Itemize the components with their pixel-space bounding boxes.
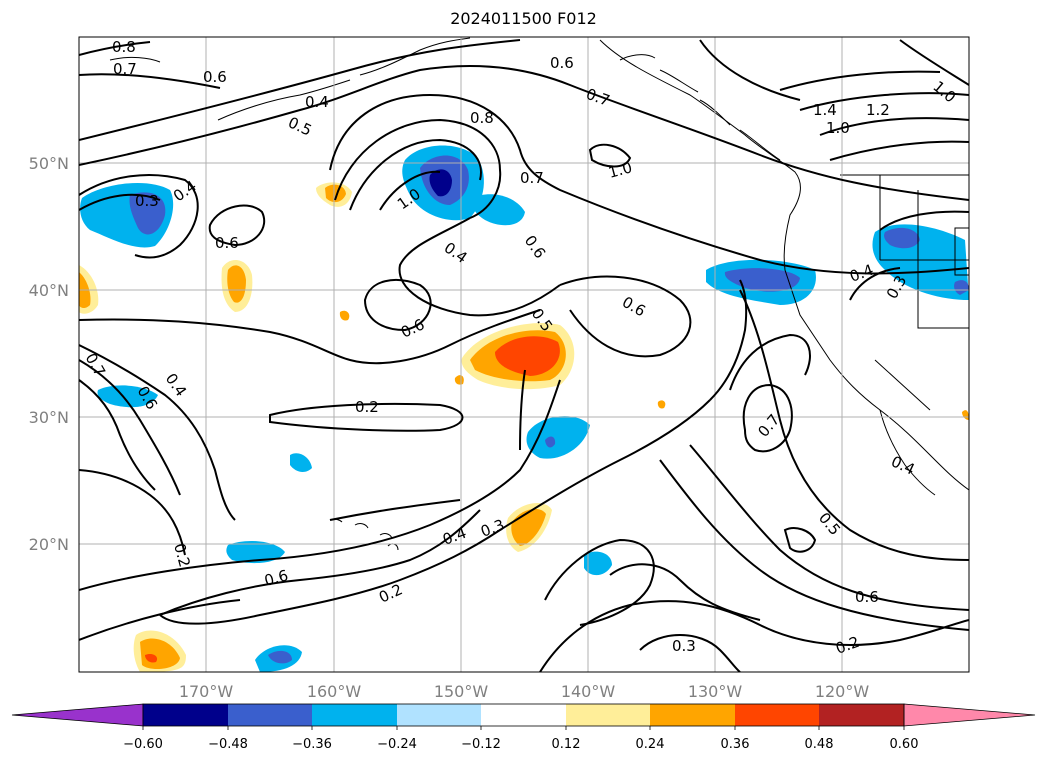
contour-label: 0.2 [833,633,862,658]
contour-label: 0.4 [305,93,329,111]
contour-label: 0.8 [112,38,136,56]
gridlines [79,37,969,672]
contour-label: 0.7 [82,350,110,380]
contour-label: 0.2 [355,398,379,416]
contour-label: 1.0 [929,77,959,106]
shaded-field: 0.8 0.7 0.6 0.4 0.5 0.6 0.8 0.7 1.4 1.2 … [79,37,969,672]
lon-label: 140°W [561,682,616,701]
contour-lines [79,39,969,672]
contour-label: 1.0 [606,158,634,182]
contour-label: 0.4 [441,239,471,267]
longitude-labels: 170°W 160°W 150°W 140°W 130°W 120°W [179,682,870,701]
lon-label: 150°W [434,682,489,701]
colorbar-tick-label: 0.60 [890,737,919,752]
colorbar: −0.60 −0.48 −0.36 −0.24 −0.12 0.12 0.24 … [11,703,1036,752]
colorbar-bin [566,704,650,726]
positive-anomaly-areas [79,182,969,672]
colorbar-tick-label: −0.60 [123,737,163,752]
contour-label: 0.4 [440,524,469,549]
colorbar-bin [397,704,481,726]
colorbar-bin [312,704,397,726]
aleutians [109,37,471,121]
colorbar-bin [143,704,228,726]
lat-label: 30°N [29,408,69,427]
colorbar-tick-label: 0.36 [721,737,750,752]
colorbar-tick-label: −0.24 [377,737,417,752]
contour-label: 0.6 [203,68,227,86]
contour-label: 0.5 [815,509,844,539]
colorbar-tick-label: −0.48 [208,737,248,752]
lon-label: 170°W [179,682,234,701]
colorbar-bin [650,704,735,726]
colorbar-bin [481,704,566,726]
contour-label: 0.7 [113,60,137,78]
colorbar-extend-high [903,703,1036,727]
latitude-labels: 50°N 40°N 30°N 20°N [29,154,69,554]
contour-label: 0.8 [470,109,494,127]
lat-label: 40°N [29,281,69,300]
baja-coast [879,409,936,496]
colorbar-tick-label: −0.12 [461,737,501,752]
lon-label: 160°W [307,682,362,701]
colorbar-outline [142,703,905,727]
lat-label: 20°N [29,535,69,554]
contour-label: 0.6 [550,54,574,72]
state-lines [874,175,969,411]
contour-label: 0.3 [672,637,696,655]
contour-label: 0.5 [285,113,314,139]
contour-label: 1.0 [826,119,850,137]
colorbar-tick-label: 0.12 [552,737,581,752]
map-frame [78,36,970,673]
contour-label: 0.6 [262,566,290,590]
contour-label: 0.4 [170,177,200,205]
contour-label: 0.4 [847,261,876,286]
lat-label: 50°N [29,154,69,173]
colorbar-bin [819,704,904,726]
colorbar-tick-label: 0.24 [636,737,665,752]
lon-label: 130°W [688,682,743,701]
contour-label: 0.6 [521,232,549,262]
contour-label: 0.3 [135,192,159,210]
contour-label: 0.7 [520,169,544,187]
colorbar-bin [735,704,819,726]
lon-label: 120°W [815,682,870,701]
colorbar-tick-label: 0.48 [805,737,834,752]
contour-label: 0.2 [170,541,194,569]
contour-label: 1.4 [813,101,837,119]
map-title: 2024011500 F012 [450,9,597,28]
contour-label: 0.6 [619,293,649,321]
colorbar-extend-low [11,703,144,727]
colorbar-tick-label: −0.36 [292,737,332,752]
contour-label: 0.6 [398,315,427,341]
alaska-islands [619,54,781,161]
contour-label: 0.3 [478,516,507,541]
contour-label: 0.6 [855,588,879,606]
colorbar-bin [228,704,312,726]
negative-anomaly-areas [80,145,969,672]
contour-label: 1.2 [866,101,890,119]
contour-label: 0.6 [215,234,239,252]
north-america-coast [599,39,969,491]
contour-label: 0.2 [376,580,405,606]
